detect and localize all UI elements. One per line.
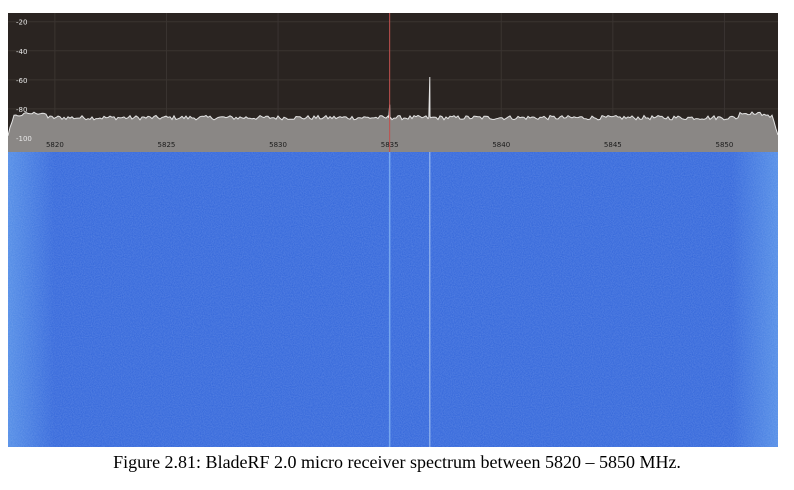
spectrum-panel: -20 -40 -60 -80 -100 5820 5825 5830 5835 5840 584… <box>8 13 778 152</box>
waterfall-noise <box>8 152 778 447</box>
waterfall-display <box>8 152 778 447</box>
frequency-axis-ticks: 5820 5825 5830 5835 5840 5845 5850 <box>46 141 733 149</box>
spectrum-plot: -20 -40 -60 -80 -100 5820 5825 5830 5835 5840 584… <box>8 13 778 152</box>
db-axis-ticks: -20 -40 -60 -80 -100 <box>16 19 32 143</box>
db-tick-label: -80 <box>16 106 27 114</box>
frequency-tick-label: 5830 <box>269 141 287 149</box>
db-tick-label: -40 <box>16 48 27 56</box>
frequency-tick-label: 5835 <box>381 141 399 149</box>
frequency-tick-label: 5845 <box>604 141 622 149</box>
waterfall-signal-lines <box>388 152 431 447</box>
frequency-tick-label: 5825 <box>158 141 176 149</box>
frequency-tick-label: 5840 <box>492 141 510 149</box>
db-tick-label: -100 <box>16 135 32 143</box>
waterfall-plot <box>8 152 778 447</box>
db-tick-label: -60 <box>16 77 27 85</box>
spectrum-filled-area <box>8 77 778 152</box>
frequency-tick-label: 5820 <box>46 141 64 149</box>
db-tick-label: -20 <box>16 19 27 27</box>
sdr-figure: -20 -40 -60 -80 -100 5820 5825 5830 5835 5840 584… <box>8 13 778 447</box>
figure-caption: Figure 2.81: BladeRF 2.0 micro receiver … <box>113 452 681 472</box>
spectrum-trace <box>8 76 778 136</box>
frequency-tick-label: 5850 <box>716 141 734 149</box>
